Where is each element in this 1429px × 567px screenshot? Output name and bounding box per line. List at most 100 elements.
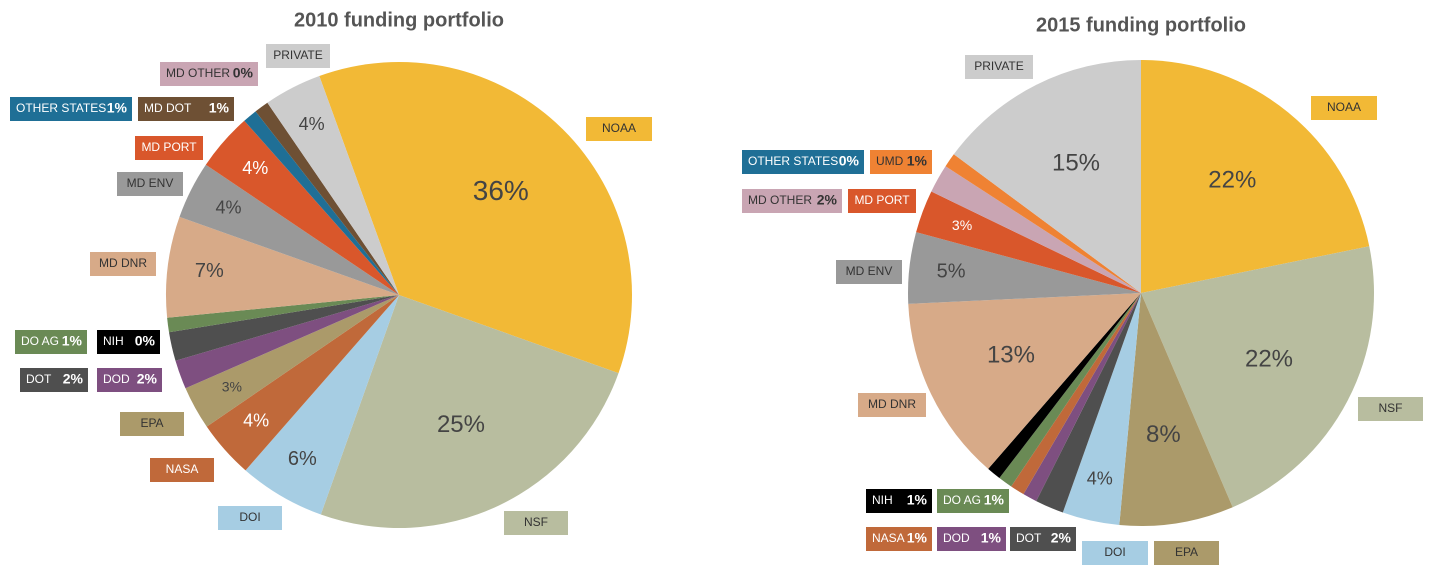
slice-label: 36% xyxy=(473,175,529,206)
legend-label: DO AG xyxy=(21,334,59,348)
legend-box xyxy=(10,97,132,121)
legend-box xyxy=(965,55,1033,79)
pie-slice xyxy=(245,295,399,515)
slice-label: 6% xyxy=(288,448,317,470)
legend-label: DOD xyxy=(943,531,970,545)
pie-slice xyxy=(168,295,399,361)
legend-label: NASA xyxy=(872,531,905,545)
slice-label: 8% xyxy=(1146,421,1181,448)
slice-label: 22% xyxy=(1245,345,1293,372)
legend-label: MD ENV xyxy=(127,176,174,190)
legend-box xyxy=(1010,527,1076,551)
pie-slice xyxy=(179,164,399,295)
slice-label: 4% xyxy=(242,158,268,178)
legend-label: MD OTHER xyxy=(748,193,812,207)
slice-label: 5% xyxy=(937,261,966,283)
legend-label: DOI xyxy=(1104,545,1125,559)
legend-box xyxy=(97,368,162,392)
legend-label: NOAA xyxy=(1327,100,1361,114)
legend-label: NSF xyxy=(524,515,548,529)
legend-value: 1% xyxy=(984,492,1005,508)
pie-slice xyxy=(908,232,1141,304)
slice-label: 4% xyxy=(1087,468,1113,488)
slice-label: 4% xyxy=(215,198,241,218)
pie-slice xyxy=(1036,293,1141,513)
pie-slice xyxy=(945,154,1141,293)
legend-box xyxy=(138,97,234,121)
legend-box xyxy=(870,150,932,174)
pie-slice xyxy=(1119,293,1233,527)
legend-value: 1% xyxy=(907,492,928,508)
slice-label: 7% xyxy=(195,260,224,282)
legend-value: 1% xyxy=(62,333,83,349)
legend-box xyxy=(866,489,932,513)
legend-box xyxy=(858,393,926,417)
legend-value: 2% xyxy=(137,371,158,387)
chart-title: 2010 funding portfolio xyxy=(294,9,504,31)
pie-slice xyxy=(908,293,1141,469)
legend-label: MD PORT xyxy=(141,140,197,154)
legend-value: 0% xyxy=(233,65,254,81)
pie-slice xyxy=(175,295,399,389)
pie-slice xyxy=(185,295,399,427)
legend-box xyxy=(1358,397,1423,421)
legend-box xyxy=(937,527,1006,551)
legend-label: NSF xyxy=(1379,401,1403,415)
legend-box xyxy=(866,527,932,551)
slice-label: 22% xyxy=(1208,166,1256,193)
legend-value: 2% xyxy=(1051,530,1072,546)
pie-slice xyxy=(206,295,399,471)
legend-box xyxy=(1082,541,1148,565)
legend-value: 0% xyxy=(135,333,156,349)
legend-label: MD PORT xyxy=(854,193,910,207)
chart-title: 2015 funding portfolio xyxy=(1036,14,1246,36)
pie-slice xyxy=(320,295,619,528)
legend-box xyxy=(150,458,214,482)
pie-slice xyxy=(1062,293,1141,525)
legend-label: PRIVATE xyxy=(974,59,1024,73)
pie-slice xyxy=(1141,246,1374,508)
legend-label: MD OTHER xyxy=(166,66,230,80)
legend-label: MD DNR xyxy=(868,397,916,411)
pie-slice xyxy=(1023,293,1141,502)
legend-value: 1% xyxy=(107,100,128,116)
legend-value: 1% xyxy=(981,530,1002,546)
pie-slice xyxy=(319,62,632,374)
legend-box xyxy=(937,489,1009,513)
pie-slice xyxy=(267,76,399,295)
legend-label: DOD xyxy=(103,372,130,386)
legend-value: 0% xyxy=(839,153,860,169)
pie-slice xyxy=(931,166,1141,293)
legend-box xyxy=(160,62,258,86)
legend-label: PRIVATE xyxy=(273,48,323,62)
legend-box xyxy=(1154,541,1219,565)
legend-box xyxy=(218,506,282,530)
slice-label: 3% xyxy=(222,378,242,394)
legend-label: UMD xyxy=(876,154,904,168)
legend-box xyxy=(742,189,842,213)
legend-box xyxy=(266,44,330,68)
legend-label: MD DNR xyxy=(99,256,147,270)
pie-slice xyxy=(999,293,1141,487)
slice-label: 15% xyxy=(1052,149,1100,176)
legend-label: DO AG xyxy=(943,493,981,507)
pie-slice xyxy=(916,191,1141,293)
legend-label: MD DOT xyxy=(144,101,192,115)
legend-box xyxy=(836,260,902,284)
legend-box xyxy=(1311,96,1377,120)
legend-label: DOI xyxy=(239,510,260,524)
slice-label: 4% xyxy=(243,411,269,431)
legend-box xyxy=(120,412,184,436)
legend-box xyxy=(586,117,652,141)
legend-value: 1% xyxy=(907,530,928,546)
pie-slice xyxy=(953,59,1141,293)
legend-box xyxy=(135,136,203,160)
legend-box xyxy=(742,150,864,174)
pie-slice xyxy=(988,293,1141,479)
legend-label: NIH xyxy=(872,493,893,507)
legend-box xyxy=(20,368,88,392)
pie-slice xyxy=(1141,60,1370,293)
legend-label: EPA xyxy=(1175,545,1198,559)
legend-label: EPA xyxy=(140,416,163,430)
